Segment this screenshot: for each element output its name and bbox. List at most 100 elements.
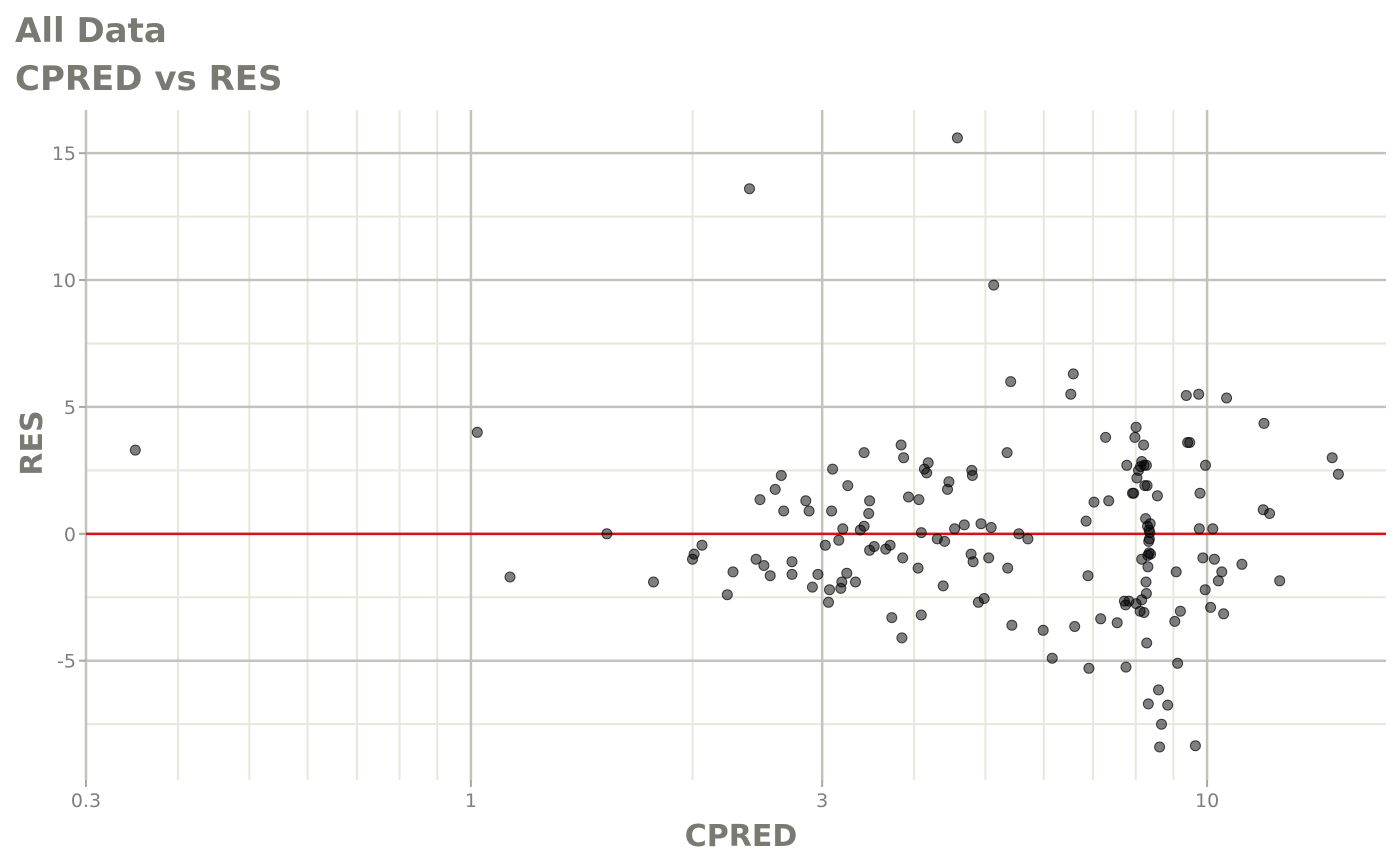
data-point: [1184, 437, 1196, 448]
data-point: [806, 581, 818, 593]
data-point: [842, 480, 854, 492]
data-point: [858, 520, 870, 532]
data-point: [884, 539, 896, 551]
data-point: [1264, 508, 1276, 519]
data-point: [1138, 607, 1150, 618]
data-point: [721, 589, 733, 601]
data-point: [601, 528, 613, 540]
y-tick-label: 10: [52, 270, 76, 292]
x-tick-label: 1: [465, 790, 477, 812]
data-point: [826, 505, 838, 517]
data-point: [1193, 388, 1205, 400]
data-point: [886, 612, 898, 624]
data-point: [786, 568, 798, 580]
data-point: [1065, 388, 1077, 400]
data-point: [1142, 698, 1154, 710]
data-point: [1274, 575, 1286, 587]
data-point: [1218, 608, 1230, 620]
data-point: [769, 483, 781, 495]
data-point: [1001, 447, 1013, 459]
x-tick-label: 10: [1195, 790, 1219, 812]
data-point: [1156, 718, 1167, 730]
data-point: [1172, 657, 1184, 669]
x-tick-label: 3: [816, 790, 828, 812]
data-point: [803, 505, 815, 517]
data-point: [471, 426, 483, 438]
data-point: [778, 505, 790, 517]
data-point: [1145, 548, 1157, 560]
data-point: [1111, 617, 1123, 629]
data-point: [1037, 624, 1049, 636]
data-point: [648, 576, 659, 588]
data-point: [897, 552, 909, 564]
data-point: [958, 519, 970, 531]
data-point: [951, 132, 963, 144]
data-point: [827, 463, 839, 475]
data-point: [786, 556, 798, 568]
data-point: [754, 494, 766, 506]
data-point: [850, 576, 861, 588]
y-tick-label: 15: [52, 143, 76, 165]
data-point: [1129, 431, 1141, 443]
data-point: [1130, 421, 1142, 433]
data-point: [967, 556, 979, 568]
data-point: [1140, 588, 1152, 599]
data-point: [1162, 699, 1174, 711]
data-point: [1005, 376, 1017, 388]
data-point: [1069, 621, 1081, 632]
data-point: [1006, 619, 1018, 631]
data-point: [922, 457, 934, 469]
data-point: [744, 183, 755, 195]
data-point: [758, 560, 770, 571]
x-axis-title: CPRED: [685, 819, 798, 854]
data-point: [915, 609, 927, 621]
x-tick-label: 0.3: [71, 790, 101, 812]
data-point: [1083, 662, 1095, 674]
data-point: [896, 632, 908, 644]
data-point: [1197, 552, 1209, 564]
y-tick-label: -5: [57, 651, 76, 673]
data-point: [1189, 740, 1201, 752]
chart-subtitle: CPRED vs RES: [15, 59, 283, 99]
data-point: [937, 580, 949, 592]
data-point: [1067, 368, 1079, 380]
data-point: [1128, 487, 1140, 499]
data-point: [1013, 528, 1025, 540]
data-point: [1221, 392, 1233, 404]
data-point: [688, 548, 700, 560]
data-point: [1142, 561, 1154, 573]
data-point: [921, 467, 933, 479]
data-point: [1199, 584, 1211, 596]
data-point: [129, 444, 141, 456]
data-point: [1216, 566, 1228, 578]
data-point: [913, 494, 925, 506]
data-point: [764, 570, 776, 582]
data-point: [1193, 523, 1205, 535]
data-point: [939, 535, 951, 547]
y-tick-label: 0: [64, 524, 76, 546]
data-point: [837, 523, 849, 535]
data-point: [978, 593, 990, 604]
data-point: [1120, 661, 1132, 673]
data-point: [1103, 495, 1115, 507]
data-point: [1046, 652, 1058, 664]
data-point: [1088, 496, 1100, 508]
chart-title: All Data: [15, 11, 167, 51]
data-point: [836, 576, 848, 588]
data-point: [696, 539, 708, 551]
data-point: [1121, 459, 1133, 471]
data-point: [863, 508, 875, 519]
data-point: [985, 522, 997, 533]
data-point: [983, 552, 995, 564]
data-point: [966, 470, 978, 481]
data-point: [1205, 601, 1217, 613]
data-point: [1153, 684, 1164, 696]
data-point: [1207, 523, 1219, 535]
data-point: [898, 452, 910, 464]
data-point: [1100, 431, 1112, 443]
data-point: [1326, 452, 1338, 464]
data-point: [750, 553, 762, 565]
data-point: [1208, 553, 1220, 565]
data-point: [1154, 741, 1166, 753]
